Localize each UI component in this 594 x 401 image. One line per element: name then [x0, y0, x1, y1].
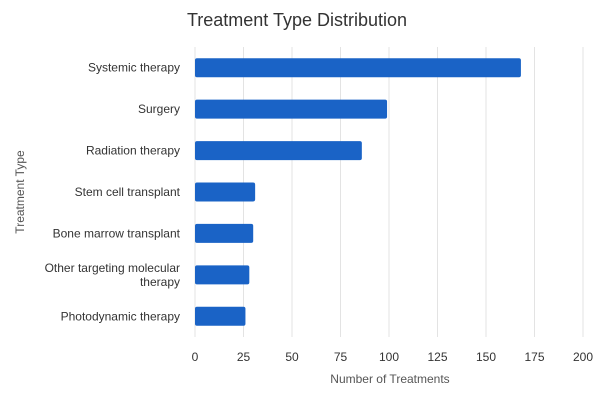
bar [195, 99, 388, 119]
x-tick-label: 0 [192, 350, 199, 364]
bars [195, 58, 521, 326]
x-axis-title: Number of Treatments [330, 372, 449, 386]
bar [195, 141, 362, 161]
x-tick-label: 200 [573, 350, 593, 364]
gridlines [194, 47, 584, 337]
x-tick-label: 125 [427, 350, 447, 364]
x-tick-label: 25 [237, 350, 251, 364]
category-label: Radiation therapy [86, 144, 180, 158]
bar [195, 306, 246, 326]
y-axis-title: Treatment Type [13, 150, 27, 234]
category-labels: Systemic therapy Surgery Radiation therapy… [45, 61, 181, 324]
category-label: Other targeting molecular therapy [45, 261, 180, 289]
category-label: Bone marrow transplant [53, 226, 181, 240]
chart-title: Treatment Type Distribution [187, 10, 407, 30]
bar [195, 223, 254, 243]
category-label: Stem cell transplant [75, 185, 181, 199]
x-tick-label: 50 [285, 350, 299, 364]
category-label: Photodynamic therapy [61, 309, 180, 323]
x-tick-label: 75 [334, 350, 348, 364]
bar [195, 182, 256, 202]
bar [195, 58, 521, 78]
x-tick-labels: 0 25 50 75 100 125 150 175 200 [192, 350, 594, 364]
x-tick-label: 100 [379, 350, 399, 364]
category-label: Surgery [138, 102, 180, 116]
category-label: Systemic therapy [88, 61, 180, 75]
bar [195, 265, 250, 285]
x-tick-label: 175 [524, 350, 544, 364]
x-tick-label: 150 [476, 350, 496, 364]
